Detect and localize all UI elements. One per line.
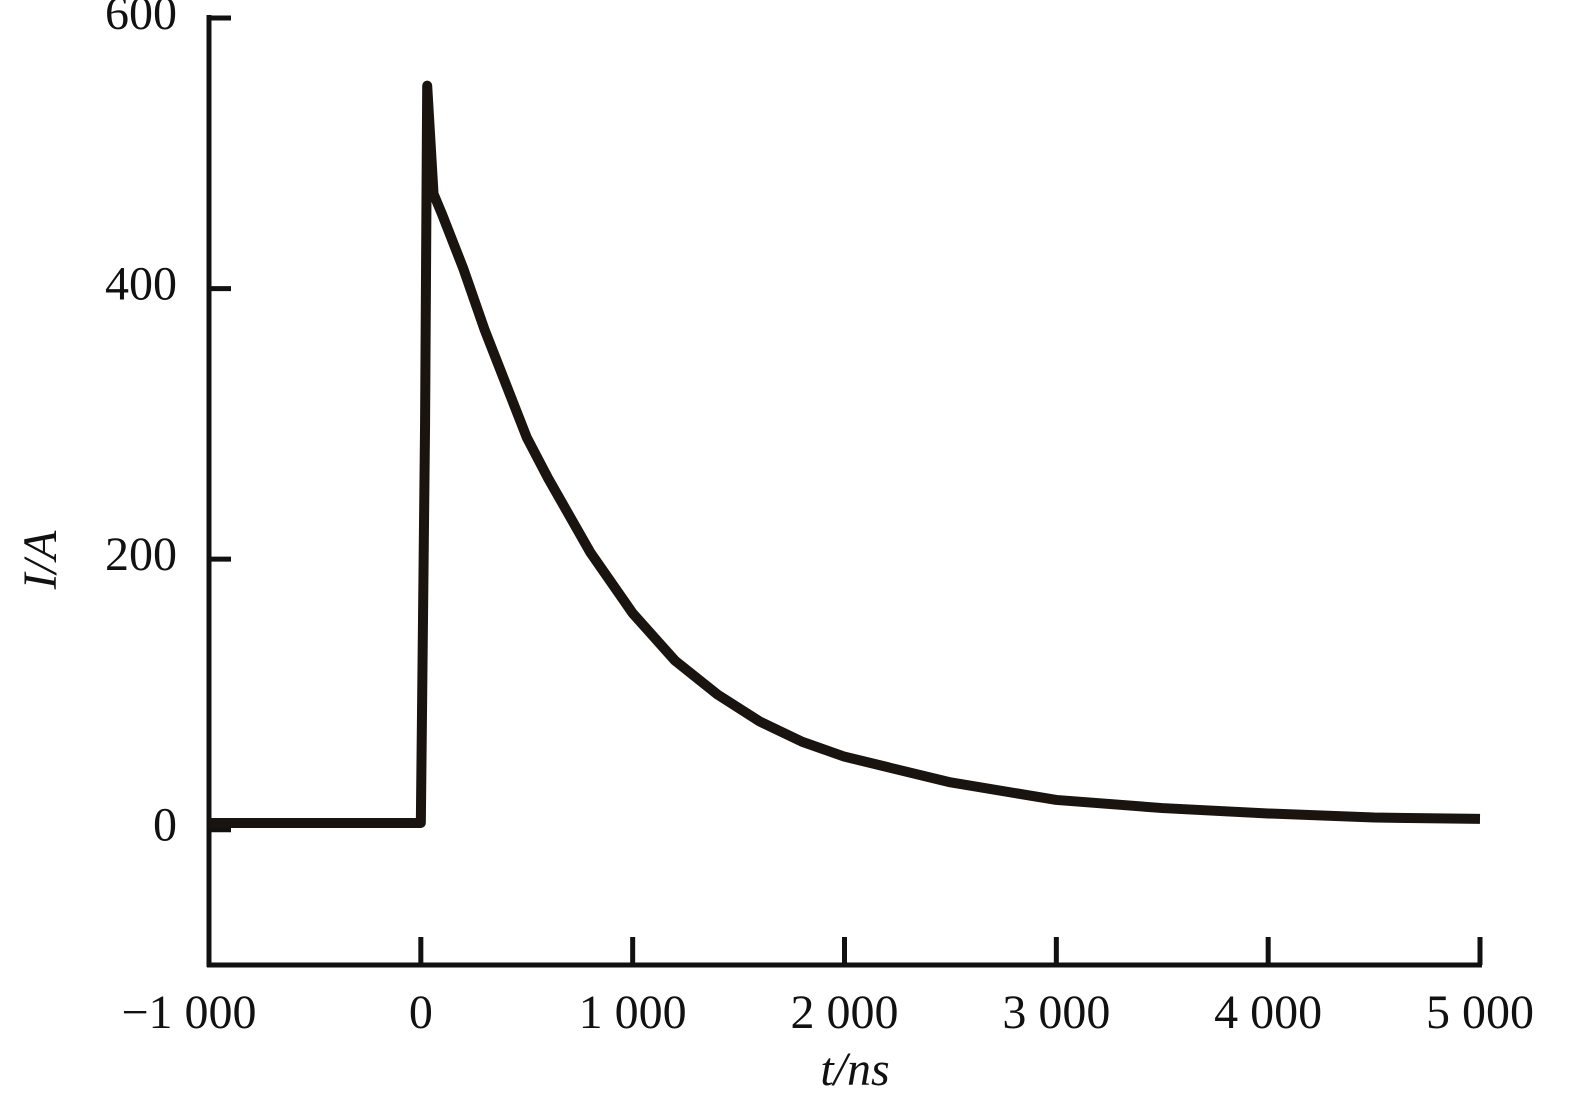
y-tick-label: 600 bbox=[105, 0, 177, 40]
x-axis-label: t/ns bbox=[820, 1043, 889, 1096]
y-tick-label: 0 bbox=[153, 799, 177, 852]
x-tick-label: 0 bbox=[409, 986, 433, 1039]
x-tick-label: 4 000 bbox=[1214, 986, 1322, 1039]
x-tick-label: 5 000 bbox=[1426, 986, 1534, 1039]
x-tick-label: 2 000 bbox=[791, 986, 899, 1039]
y-tick-label: 200 bbox=[105, 528, 177, 581]
y-axis-label: I/A bbox=[14, 530, 67, 590]
x-tick-label: 1 000 bbox=[579, 986, 687, 1039]
x-tick-label: 3 000 bbox=[1002, 986, 1110, 1039]
data-line bbox=[209, 80, 1481, 828]
x-tick-label: −1 000 bbox=[121, 986, 256, 1039]
y-tick-label: 400 bbox=[105, 258, 177, 311]
